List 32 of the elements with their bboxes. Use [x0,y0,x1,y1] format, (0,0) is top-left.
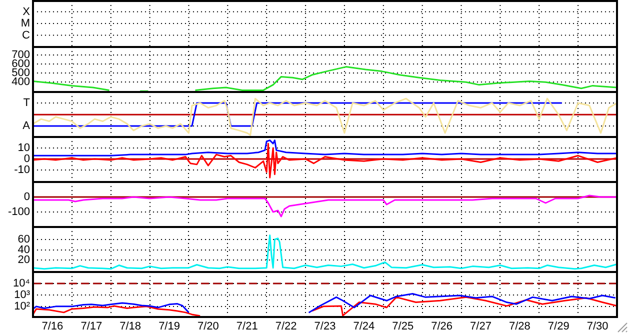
y-tick-label: 10² [14,300,30,312]
text: M [20,18,30,30]
x-tick-label: 7/21 [236,320,258,333]
x-tick-label: 7/22 [275,320,297,333]
x-tick-label: 7/19 [158,320,180,333]
x-tick-label: 7/27 [470,320,492,333]
y-tick-label: 60 [18,233,30,246]
y-tick-label: 400 [12,76,30,88]
x-tick-label: 7/17 [80,320,102,333]
x-tick-label: 7/16 [42,320,64,333]
x-tick-label: 7/25 [392,320,414,333]
y-tick-label: 20 [18,254,30,266]
y-tick-label: 10⁴ [13,278,30,290]
x-tick-label: 7/26 [431,320,453,333]
y-tick-label: -100 [8,206,30,218]
x-tick-label: 7/24 [353,320,375,333]
y-tick-label: 10 [18,142,30,154]
x-tick-label: 7/20 [197,320,219,333]
x-tick-label: 7/30 [586,320,608,333]
y-tick-label: 0 [24,152,30,165]
text: X [22,6,31,18]
ref-line-label: T [23,97,30,110]
y-tick-label: -10 [14,164,30,176]
x-tick-label: 7/23 [314,320,336,333]
y-tick-label: 10³ [14,288,30,301]
text: C [22,29,30,42]
x-tick-label: 7/28 [508,320,530,333]
y-tick-label: 40 [18,244,30,256]
ref-line-label: A [22,120,31,132]
x-tick-label: 7/18 [120,320,142,333]
y-tick-label: 0 [24,191,30,204]
x-tick-label: 7/29 [548,320,570,333]
